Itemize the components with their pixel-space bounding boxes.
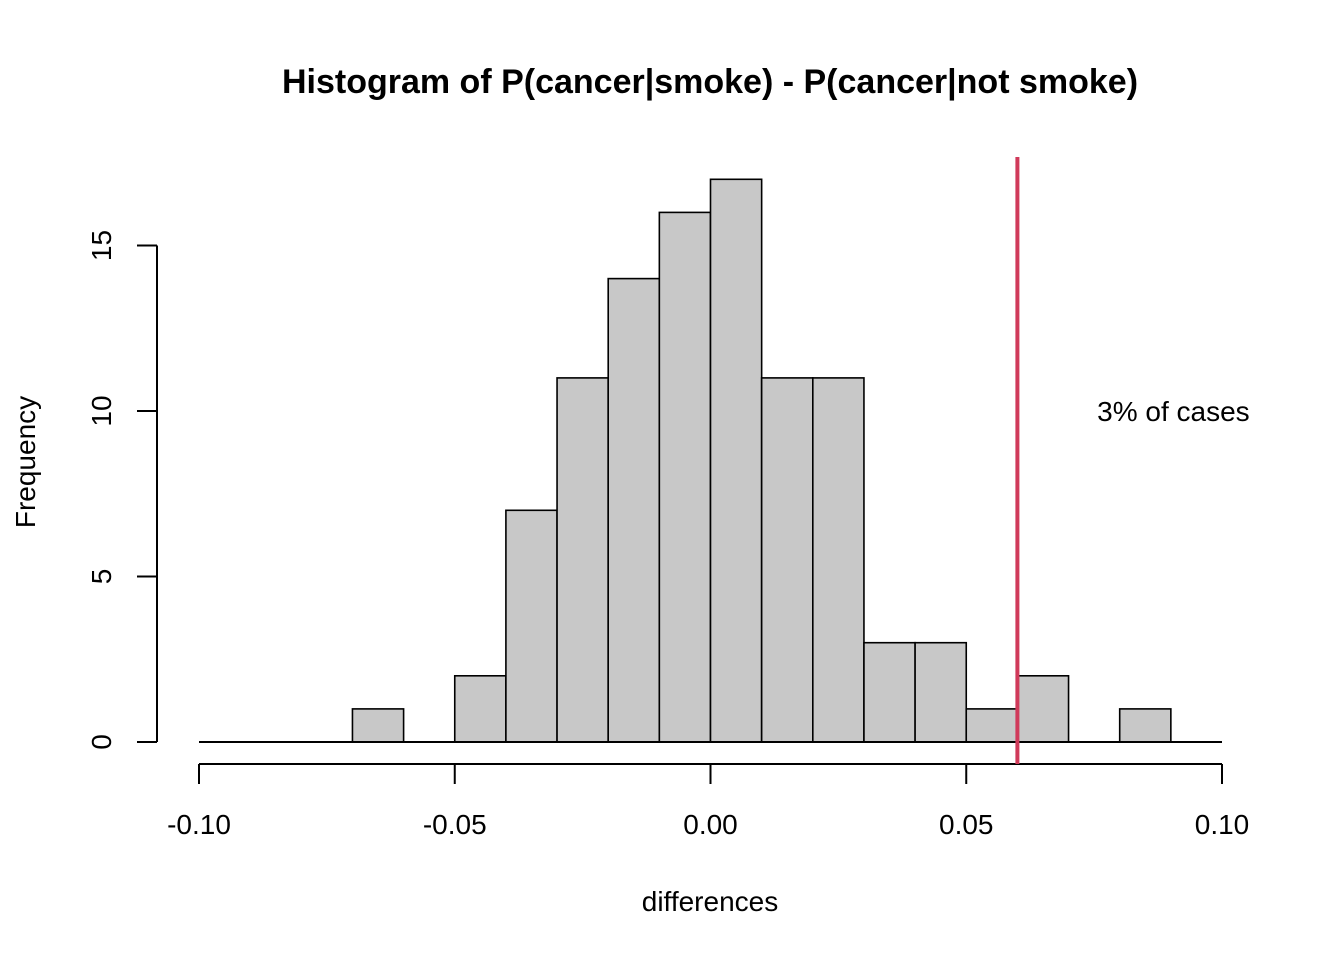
histogram-bar bbox=[863, 641, 916, 743]
y-axis: 0 5 10 15 bbox=[86, 230, 158, 750]
y-axis-title: Frequency bbox=[10, 396, 41, 528]
histogram-bar bbox=[505, 509, 558, 743]
x-tick-label: -0.10 bbox=[167, 809, 231, 840]
y-tick-label: 15 bbox=[86, 230, 117, 261]
histogram-bar bbox=[811, 377, 865, 743]
histogram-bar bbox=[760, 377, 814, 743]
histogram-bar bbox=[965, 708, 1019, 743]
histogram-bar bbox=[1016, 674, 1070, 743]
x-tick-label: 0.05 bbox=[939, 809, 994, 840]
x-tick-label: 0.00 bbox=[683, 809, 738, 840]
y-tick-label: 0 bbox=[86, 734, 117, 750]
histogram-bar bbox=[1118, 708, 1172, 743]
histogram-bar bbox=[914, 641, 968, 743]
y-tick-label: 10 bbox=[86, 395, 117, 426]
histogram-bar bbox=[658, 211, 712, 743]
bars-group bbox=[351, 178, 1172, 743]
x-tick-label: -0.05 bbox=[423, 809, 487, 840]
histogram-bar bbox=[556, 377, 609, 743]
annotation-label: 3% of cases bbox=[1097, 396, 1250, 427]
x-axis: -0.10 -0.05 0.00 0.05 0.10 bbox=[167, 763, 1250, 840]
histogram-bar bbox=[607, 277, 661, 743]
histogram-bar bbox=[351, 708, 405, 743]
histogram-bar bbox=[453, 674, 507, 743]
x-axis-title: differences bbox=[642, 886, 778, 917]
histogram-bar bbox=[709, 178, 763, 743]
x-tick-label: 0.10 bbox=[1195, 809, 1250, 840]
chart-title: Histogram of P(cancer|smoke) - P(cancer|… bbox=[282, 63, 1138, 101]
y-tick-label: 5 bbox=[86, 569, 117, 585]
